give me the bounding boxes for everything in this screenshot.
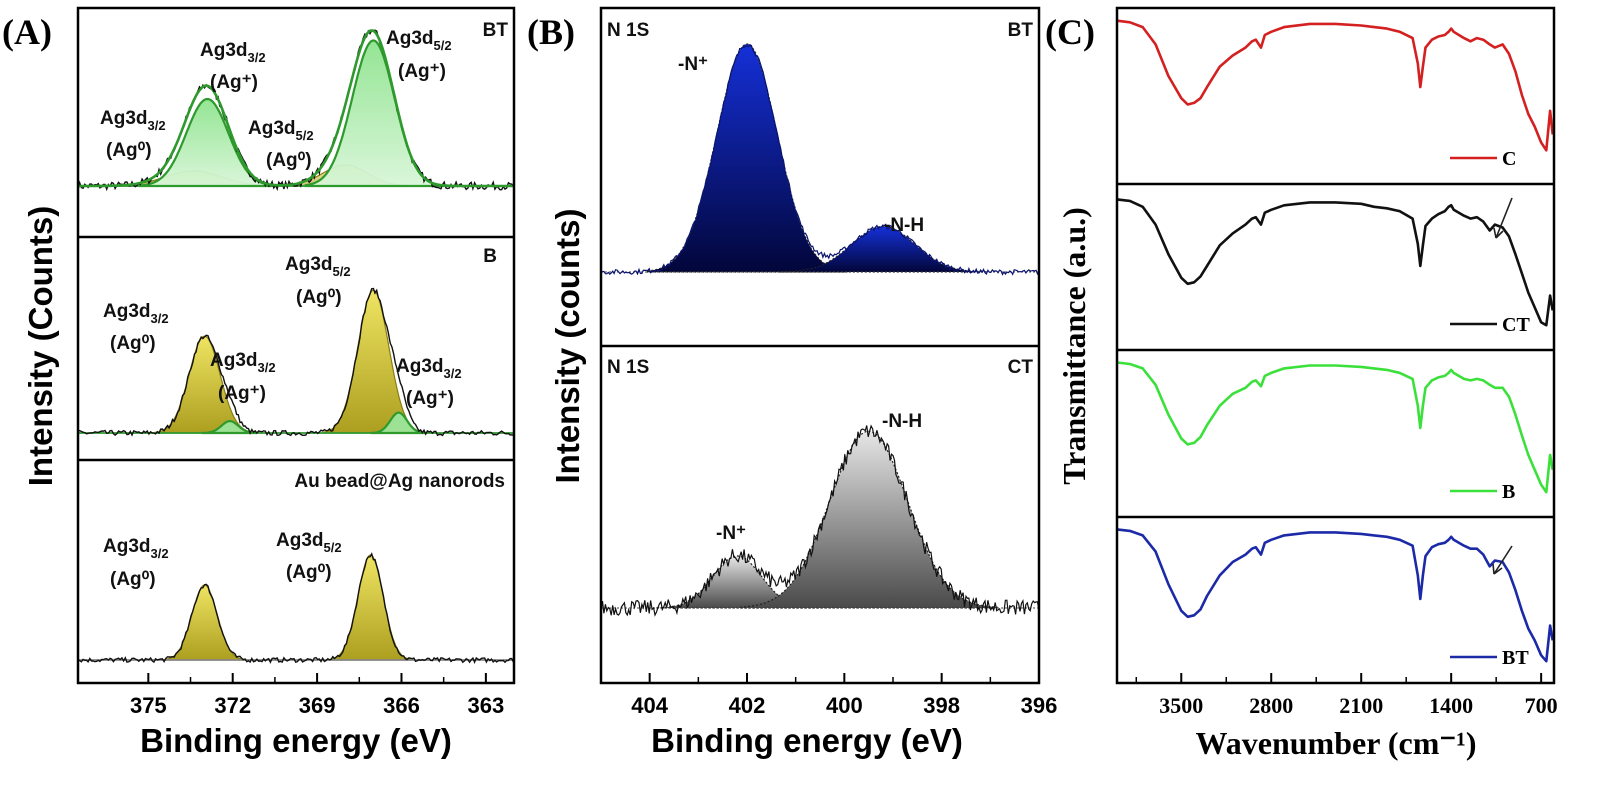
panel-b-ylabel: Intensity (counts)	[549, 208, 586, 483]
ann-a-au-1-state: (Ag⁰)	[110, 569, 156, 590]
panel-b-raw-spectra	[600, 43, 1040, 617]
panel-c-spectra	[1116, 19, 1554, 663]
panel-b-cond-bt: BT	[1008, 20, 1034, 41]
panel-label-c: (C)	[1045, 12, 1095, 52]
peak-a-2-1	[329, 554, 413, 661]
panel-c-legends: C CT B BT	[1450, 148, 1530, 669]
xtick-b-label-3: 398	[923, 693, 960, 718]
panel-b-cond-ct: CT	[1008, 357, 1034, 378]
panel-c-ticks: 3500 2800 2100 1400 700	[1135, 673, 1558, 718]
series-line-C	[1116, 19, 1554, 152]
ann-a-b-4-name: Ag3d3/2	[396, 356, 462, 381]
xtick-c-label-4: 700	[1525, 693, 1558, 718]
series-line-BT	[1116, 528, 1554, 663]
peak-a-2-0	[163, 584, 246, 661]
ann-a-au-2-state: (Ag⁰)	[286, 562, 332, 583]
ann-b-ct-nplus: -N⁺	[716, 523, 746, 544]
raw-spectrum-b-1	[600, 424, 1040, 617]
xtick-c-label-2: 2100	[1339, 693, 1383, 718]
panel-a-cond-b: B	[483, 246, 497, 267]
arrow-bt	[1492, 545, 1513, 575]
ann-a-bt-2-name: Ag3d3/2	[200, 40, 266, 65]
panel-a-xlabel: Binding energy (eV)	[140, 722, 452, 759]
xtick-c-label-0: 3500	[1159, 693, 1203, 718]
ann-a-au-2-name: Ag3d5/2	[276, 530, 342, 555]
panel-b-xlabel: Binding energy (eV)	[651, 722, 963, 759]
envelope-a-bt	[78, 29, 513, 188]
panel-a-cond-bt: BT	[483, 20, 509, 41]
ann-a-b-2-state: (Ag⁺)	[218, 383, 266, 404]
panel-c-frame	[1115, 6, 1556, 685]
xtick-b-label-2: 400	[826, 693, 863, 718]
ann-a-bt-1-name: Ag3d3/2	[100, 108, 166, 133]
ann-a-b-2-name: Ag3d3/2	[210, 350, 276, 375]
panel-b-title-top: N 1S	[607, 20, 649, 41]
panel-a-raw-spectra	[77, 29, 515, 665]
panel-label-b: (B)	[527, 12, 575, 52]
ann-a-bt-4-state: (Ag⁺)	[398, 61, 446, 82]
xtick-a-label-1: 372	[214, 693, 251, 718]
panel-a: 375 372 369 366 363 Binding energy (eV) Inte…	[22, 6, 516, 759]
ann-b-bt-nh: -N-H	[884, 215, 924, 236]
panel-a-ticks: 375 372 369 366 363	[130, 673, 504, 718]
series-line-B	[1116, 361, 1554, 494]
raw-spectrum-a-2	[77, 552, 515, 665]
panel-a-frame	[76, 6, 516, 685]
ann-a-bt-4-name: Ag3d5/2	[386, 28, 452, 53]
panel-a-cond-au: Au bead@Ag nanorods	[294, 471, 505, 492]
ann-a-b-3-name: Ag3d5/2	[285, 254, 351, 279]
panel-b-ticks: 404 402 400 398 396	[631, 673, 1057, 718]
ann-a-bt-1-state: (Ag⁰)	[106, 140, 152, 161]
ann-a-b-3-state: (Ag⁰)	[296, 287, 342, 308]
raw-spectrum-b-0	[600, 43, 1040, 276]
raw-spectrum-a-0	[77, 29, 514, 192]
xtick-a-label-3: 366	[383, 693, 420, 718]
raw-spectrum-a-1	[77, 287, 514, 437]
xtick-c-label-1: 2800	[1249, 693, 1293, 718]
panel-b-title-bottom: N 1S	[607, 357, 649, 378]
xtick-a-label-0: 375	[130, 693, 167, 718]
ann-a-b-1-state: (Ag⁰)	[110, 333, 156, 354]
ann-a-b-1-name: Ag3d3/2	[103, 301, 169, 326]
xtick-b-label-1: 402	[729, 693, 766, 718]
ann-a-au-1-name: Ag3d3/2	[103, 536, 169, 561]
legend-label-CT: CT	[1502, 314, 1530, 336]
ann-a-bt-2-state: (Ag⁺)	[210, 72, 258, 93]
panel-c: 3500 2800 2100 1400 700 C CT B BT Wavenumber (c…	[1056, 6, 1558, 761]
ann-a-bt-3-name: Ag3d5/2	[248, 118, 314, 143]
ann-a-bt-3-state: (Ag⁰)	[266, 150, 312, 171]
peak-b-0-0	[646, 43, 848, 273]
ann-a-b-4-state: (Ag⁺)	[406, 388, 454, 409]
xtick-a-label-2: 369	[299, 693, 336, 718]
arrow-ct	[1493, 197, 1513, 239]
panel-label-a: (A)	[2, 12, 52, 52]
ann-b-bt-nplus: -N⁺	[678, 54, 708, 75]
legend-label-B: B	[1502, 481, 1515, 503]
panel-c-ylabel: Transmittance (a.u.)	[1056, 207, 1092, 485]
legend-label-BT: BT	[1502, 647, 1529, 669]
panel-c-xlabel: Wavenumber (cm⁻¹)	[1196, 725, 1477, 761]
panel-a-ylabel: Intensity (Counts)	[22, 206, 59, 486]
xtick-c-label-3: 1400	[1429, 693, 1473, 718]
xtick-b-label-4: 396	[1021, 693, 1058, 718]
xtick-b-label-0: 404	[631, 693, 668, 718]
ann-b-ct-nh: -N-H	[882, 411, 922, 432]
panel-b: 404 402 400 398 396 Binding energy (eV) Inte…	[549, 6, 1057, 759]
legend-label-C: C	[1502, 148, 1516, 170]
series-line-CT	[1116, 198, 1554, 327]
xtick-a-label-4: 363	[468, 693, 505, 718]
